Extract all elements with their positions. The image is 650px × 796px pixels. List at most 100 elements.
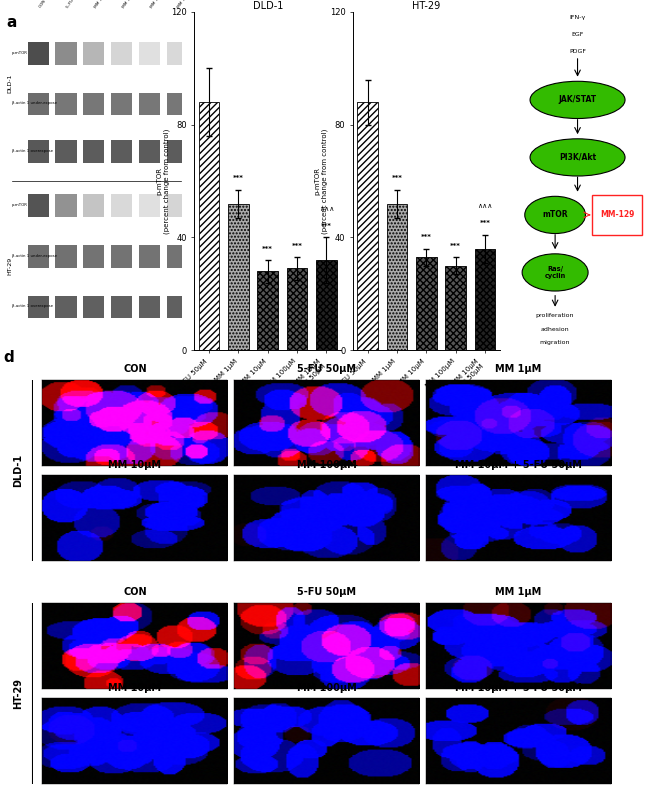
Text: MM 10μM: MM 10μM — [122, 0, 136, 9]
FancyBboxPatch shape — [111, 42, 132, 64]
Text: ***: *** — [292, 243, 302, 248]
Text: p-mTOR: p-mTOR — [12, 50, 28, 55]
FancyBboxPatch shape — [592, 194, 642, 236]
FancyBboxPatch shape — [166, 42, 188, 64]
FancyBboxPatch shape — [166, 245, 188, 267]
Ellipse shape — [522, 254, 588, 291]
FancyBboxPatch shape — [55, 42, 77, 64]
Text: CON: CON — [123, 587, 147, 597]
FancyBboxPatch shape — [83, 93, 104, 115]
Bar — [316, 260, 337, 350]
FancyBboxPatch shape — [166, 93, 188, 115]
Y-axis label: p-mTOR
(percent change from control): p-mTOR (percent change from control) — [315, 128, 328, 234]
Text: ***: *** — [321, 223, 332, 229]
FancyBboxPatch shape — [138, 42, 160, 64]
Text: CON: CON — [38, 0, 47, 9]
Text: HT-29: HT-29 — [7, 256, 12, 275]
Text: ***: *** — [450, 243, 461, 248]
Bar — [287, 268, 307, 350]
FancyBboxPatch shape — [111, 194, 132, 217]
Text: 5-FU 50μM: 5-FU 50μM — [297, 365, 356, 374]
Text: migration: migration — [540, 340, 570, 345]
FancyBboxPatch shape — [111, 93, 132, 115]
Text: ∧∧∧: ∧∧∧ — [318, 206, 334, 212]
Ellipse shape — [530, 81, 625, 119]
FancyBboxPatch shape — [83, 194, 104, 217]
Bar — [387, 204, 408, 350]
Text: MM-129: MM-129 — [600, 210, 634, 220]
Bar — [474, 248, 495, 350]
FancyBboxPatch shape — [83, 140, 104, 163]
FancyBboxPatch shape — [55, 194, 77, 217]
Text: MM 1μM: MM 1μM — [495, 365, 541, 374]
Text: ***: *** — [262, 246, 273, 252]
Text: Ras/
cyclin: Ras/ cyclin — [545, 266, 566, 279]
Text: ***: *** — [233, 175, 244, 181]
FancyBboxPatch shape — [111, 296, 132, 318]
Text: IFN-γ: IFN-γ — [569, 15, 586, 21]
Text: proliferation: proliferation — [536, 313, 575, 318]
Text: CON: CON — [123, 365, 147, 374]
FancyBboxPatch shape — [166, 194, 188, 217]
Text: MM 10μM + 5-FU 50μM: MM 10μM + 5-FU 50μM — [455, 683, 582, 693]
Text: ***: *** — [480, 220, 490, 226]
Text: p-mTOR: p-mTOR — [12, 203, 28, 207]
Text: a: a — [6, 15, 17, 30]
Text: MM 10μM: MM 10μM — [109, 460, 161, 470]
FancyBboxPatch shape — [27, 296, 49, 318]
Text: JAK/STAT: JAK/STAT — [558, 96, 597, 104]
Text: MM 100μM: MM 100μM — [297, 460, 356, 470]
FancyBboxPatch shape — [27, 42, 49, 64]
Ellipse shape — [525, 197, 586, 233]
Text: MM 10μM + 5-FU 50μM: MM 10μM + 5-FU 50μM — [177, 0, 209, 9]
Text: DLD-1: DLD-1 — [7, 73, 12, 92]
FancyBboxPatch shape — [83, 245, 104, 267]
Text: d: d — [3, 350, 14, 365]
Text: β-actin 1 overexpose: β-actin 1 overexpose — [12, 304, 53, 308]
FancyBboxPatch shape — [138, 140, 160, 163]
FancyBboxPatch shape — [55, 245, 77, 267]
Text: β-actin 1 overexpose: β-actin 1 overexpose — [12, 149, 53, 153]
FancyBboxPatch shape — [111, 140, 132, 163]
FancyBboxPatch shape — [111, 245, 132, 267]
FancyBboxPatch shape — [27, 93, 49, 115]
FancyBboxPatch shape — [27, 245, 49, 267]
Title: HT-29: HT-29 — [412, 1, 441, 11]
Bar — [358, 102, 378, 350]
Text: MM 1μM: MM 1μM — [495, 587, 541, 597]
FancyBboxPatch shape — [166, 140, 188, 163]
Text: adhesion: adhesion — [541, 326, 569, 332]
Text: 5-FU 50μM: 5-FU 50μM — [66, 0, 83, 9]
Text: mTOR: mTOR — [542, 210, 568, 220]
Bar — [199, 102, 219, 350]
Text: β-actin 1 under-expose: β-actin 1 under-expose — [12, 101, 57, 105]
Text: MM 10μM: MM 10μM — [109, 683, 161, 693]
FancyBboxPatch shape — [166, 296, 188, 318]
Bar — [228, 204, 249, 350]
Y-axis label: p-mTOR
(percent change from control): p-mTOR (percent change from control) — [156, 128, 170, 234]
FancyBboxPatch shape — [27, 140, 49, 163]
Bar — [445, 266, 466, 350]
FancyBboxPatch shape — [55, 140, 77, 163]
Text: β-actin 1 under-expose: β-actin 1 under-expose — [12, 253, 57, 258]
Text: MM 1μM: MM 1μM — [94, 0, 107, 9]
Title: DLD-1: DLD-1 — [252, 1, 283, 11]
Text: 5-FU 50μM: 5-FU 50μM — [297, 587, 356, 597]
Ellipse shape — [530, 139, 625, 176]
FancyBboxPatch shape — [83, 296, 104, 318]
Text: MM 10μM + 5-FU 50μM: MM 10μM + 5-FU 50μM — [455, 460, 582, 470]
FancyBboxPatch shape — [138, 296, 160, 318]
FancyBboxPatch shape — [138, 245, 160, 267]
FancyBboxPatch shape — [83, 42, 104, 64]
FancyBboxPatch shape — [55, 296, 77, 318]
Bar — [257, 271, 278, 350]
Text: MM 100μM: MM 100μM — [150, 0, 166, 9]
Bar — [416, 257, 437, 350]
FancyBboxPatch shape — [138, 93, 160, 115]
FancyBboxPatch shape — [55, 93, 77, 115]
Text: HT-29: HT-29 — [13, 678, 23, 708]
Text: PI3K/Akt: PI3K/Akt — [559, 153, 596, 162]
Text: DLD-1: DLD-1 — [13, 454, 23, 487]
Text: PDGF: PDGF — [569, 49, 586, 54]
Text: ***: *** — [421, 234, 432, 240]
